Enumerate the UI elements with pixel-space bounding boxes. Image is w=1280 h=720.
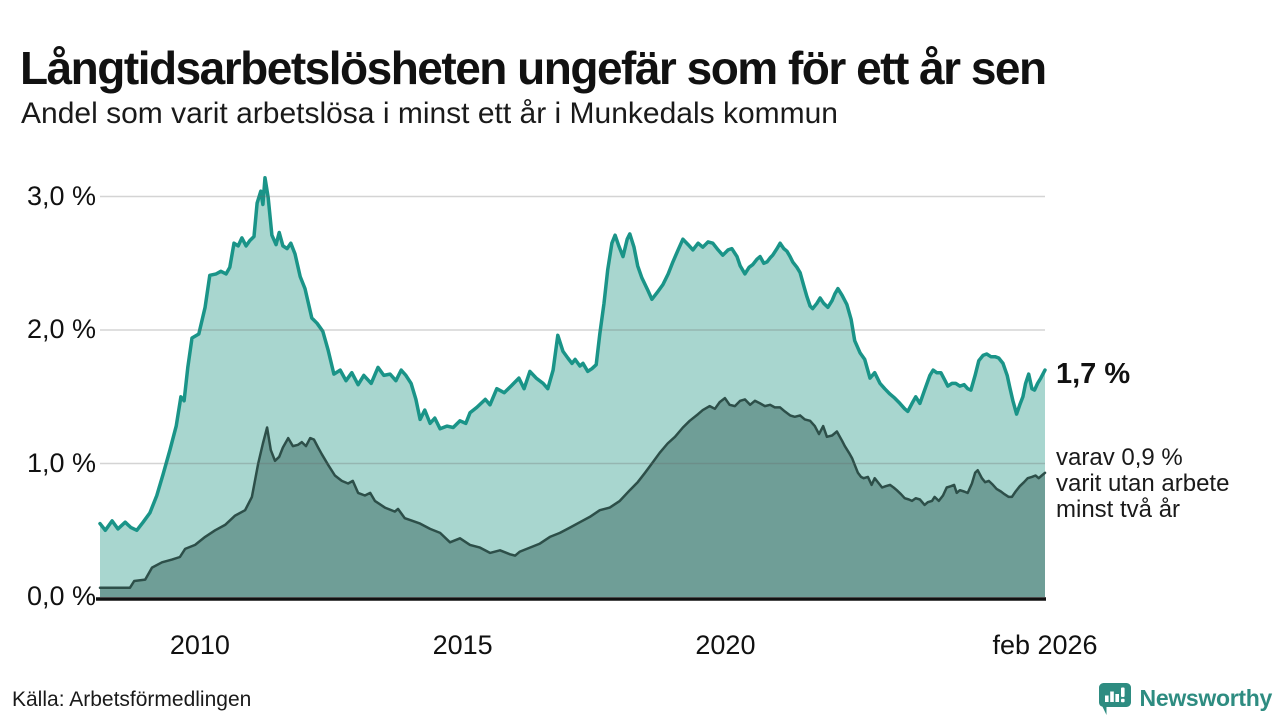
- y-tick-label: 1,0 %: [26, 447, 96, 478]
- y-tick-label: 3,0 %: [26, 180, 96, 211]
- area-one-year: [100, 177, 1045, 598]
- source-credit: Källa: Arbetsförmedlingen: [12, 688, 252, 711]
- x-tick-label: feb 2026: [992, 630, 1098, 660]
- x-tick-label: 2015: [432, 630, 493, 660]
- y-tick-label: 0,0 %: [26, 581, 96, 611]
- newsworthy-wordmark: Newsworthy: [1139, 685, 1273, 711]
- area-two-year: [100, 398, 1045, 597]
- breakdown-line-3: minst två år: [1056, 496, 1181, 523]
- line-one-year: [98, 176, 1047, 533]
- breakdown-line-2: varit utan arbete: [1056, 470, 1230, 497]
- chart-subtitle: Andel som varit arbetslösa i minst ett å…: [21, 97, 838, 130]
- x-tick-label: 2010: [169, 630, 230, 660]
- x-tick-label: 2020: [695, 630, 756, 660]
- newsworthy-icon: [1098, 682, 1132, 715]
- line-two-year: [98, 396, 1047, 589]
- latest-value-label: 1,7 %: [1056, 358, 1131, 390]
- breakdown-annotation: varav 0,9 % varit utan arbete minst två …: [1056, 445, 1229, 523]
- page-title: Långtidsarbetslösheten ungefär som för e…: [20, 41, 1047, 94]
- y-tick-label: 2,0 %: [26, 314, 96, 344]
- breakdown-line-1: varav 0,9 %: [1056, 444, 1183, 471]
- newsworthy-logo[interactable]: Newsworthy: [1098, 682, 1272, 715]
